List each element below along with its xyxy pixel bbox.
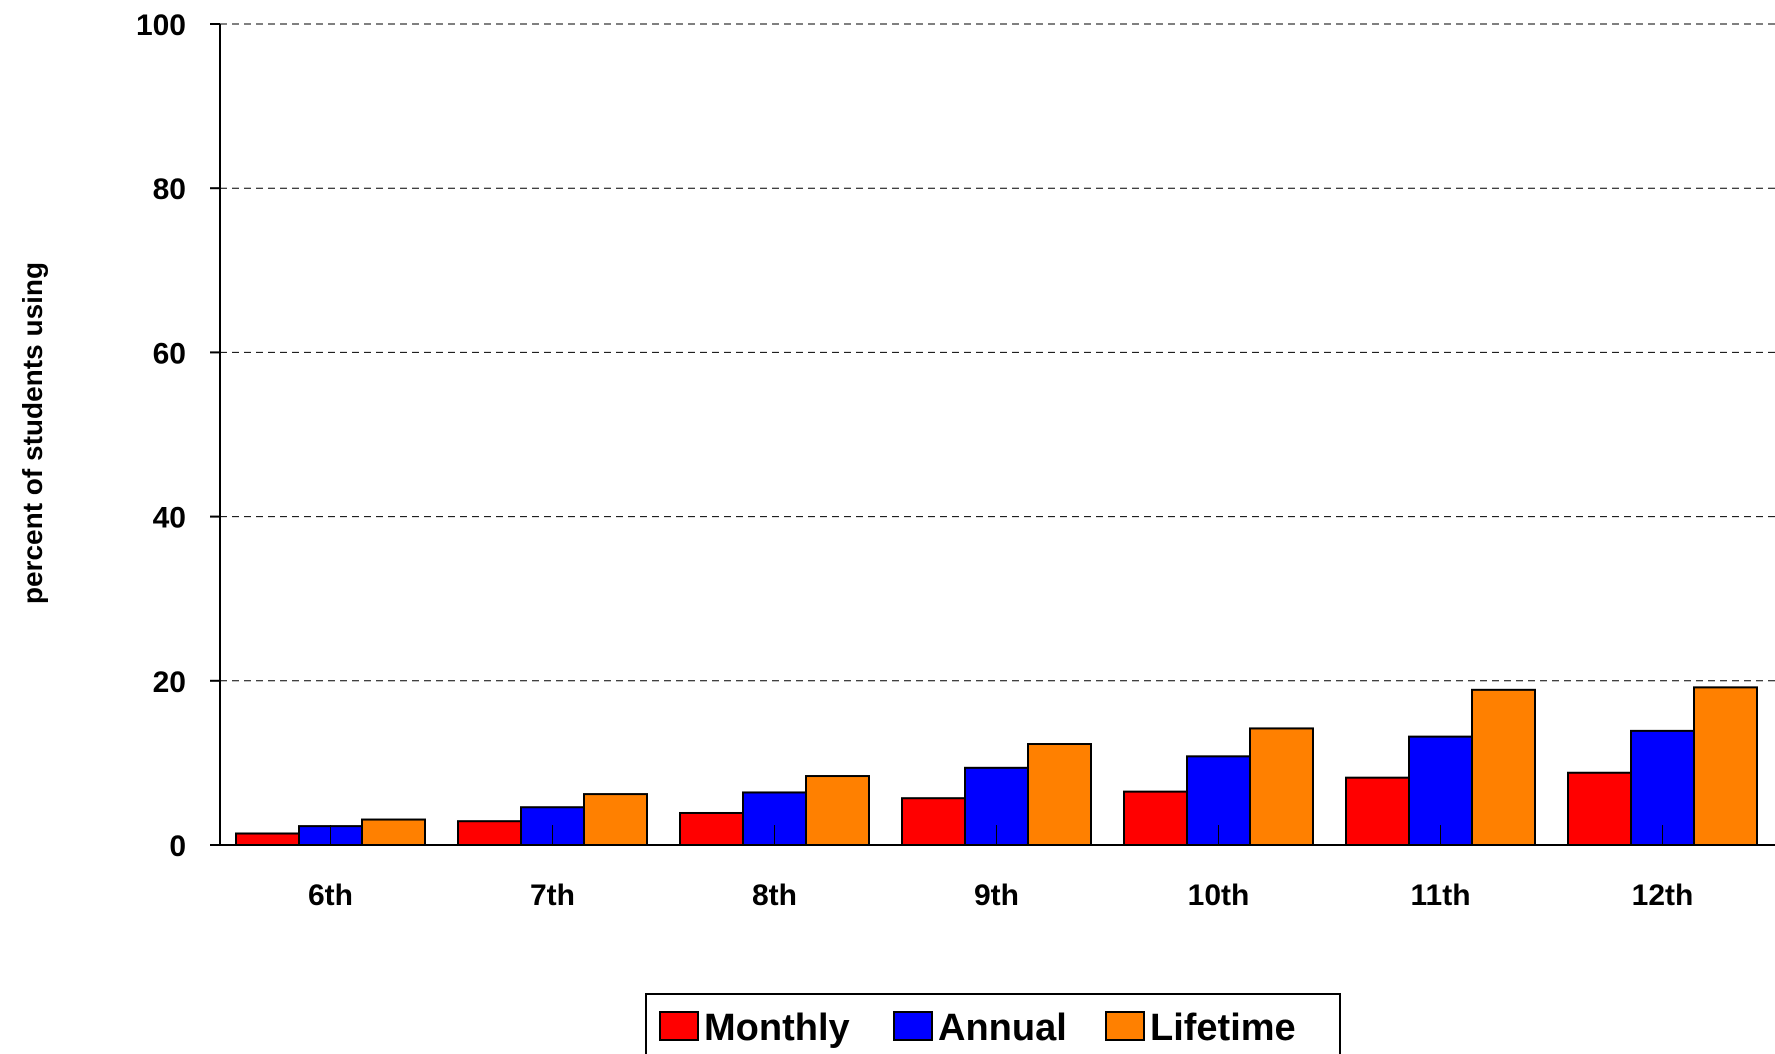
y-tick-label: 20	[153, 666, 186, 699]
y-axis-label: percent of students using	[17, 262, 48, 604]
x-tick-label: 12th	[1632, 879, 1694, 912]
x-tick-label: 10th	[1188, 879, 1250, 912]
x-tick-label: 7th	[530, 879, 575, 912]
bar-lifetime-6th	[361, 818, 426, 847]
legend-swatch-monthly	[659, 1011, 699, 1041]
bar-monthly-10th	[1123, 790, 1188, 847]
grid-lines	[220, 23, 1775, 682]
bar-lifetime-9th	[1027, 743, 1092, 847]
y-tick-label: 60	[153, 337, 186, 370]
axes	[219, 24, 1775, 846]
x-tick-label: 8th	[752, 879, 797, 912]
y-tick-label: 100	[136, 9, 186, 42]
bars	[235, 686, 1758, 847]
legend-swatch-lifetime	[1105, 1011, 1145, 1041]
bar-monthly-9th	[901, 797, 966, 847]
bar-monthly-8th	[679, 811, 744, 847]
legend-swatch-annual	[893, 1011, 933, 1041]
legend-label-annual: Annual	[938, 1007, 1067, 1049]
x-axis-ticks: 6th 7th 8th 9th 10th 11th 12th	[308, 825, 1693, 912]
bar-lifetime-10th	[1249, 727, 1314, 847]
x-tick-label: 6th	[308, 879, 353, 912]
bar-lifetime-12th	[1693, 686, 1758, 846]
y-tick-label: 40	[153, 502, 186, 535]
x-tick-label: 9th	[974, 879, 1019, 912]
bar-monthly-11th	[1345, 776, 1410, 846]
bar-monthly-7th	[457, 820, 522, 846]
legend: Monthly Annual Lifetime	[645, 993, 1341, 1054]
x-tick-label: 11th	[1410, 879, 1470, 912]
legend-label-monthly: Monthly	[704, 1007, 850, 1049]
bar-lifetime-11th	[1471, 688, 1536, 846]
legend-label-lifetime: Lifetime	[1150, 1007, 1296, 1049]
y-axis-ticks: 0 20 40 60 80 100	[136, 9, 220, 863]
bar-monthly-6th	[235, 832, 300, 846]
legend-box	[645, 993, 1341, 1054]
bar-monthly-12th	[1567, 771, 1632, 847]
bar-lifetime-7th	[583, 793, 648, 847]
y-tick-label: 80	[153, 173, 186, 206]
y-tick-label: 0	[169, 830, 186, 863]
bar-lifetime-8th	[805, 775, 870, 847]
